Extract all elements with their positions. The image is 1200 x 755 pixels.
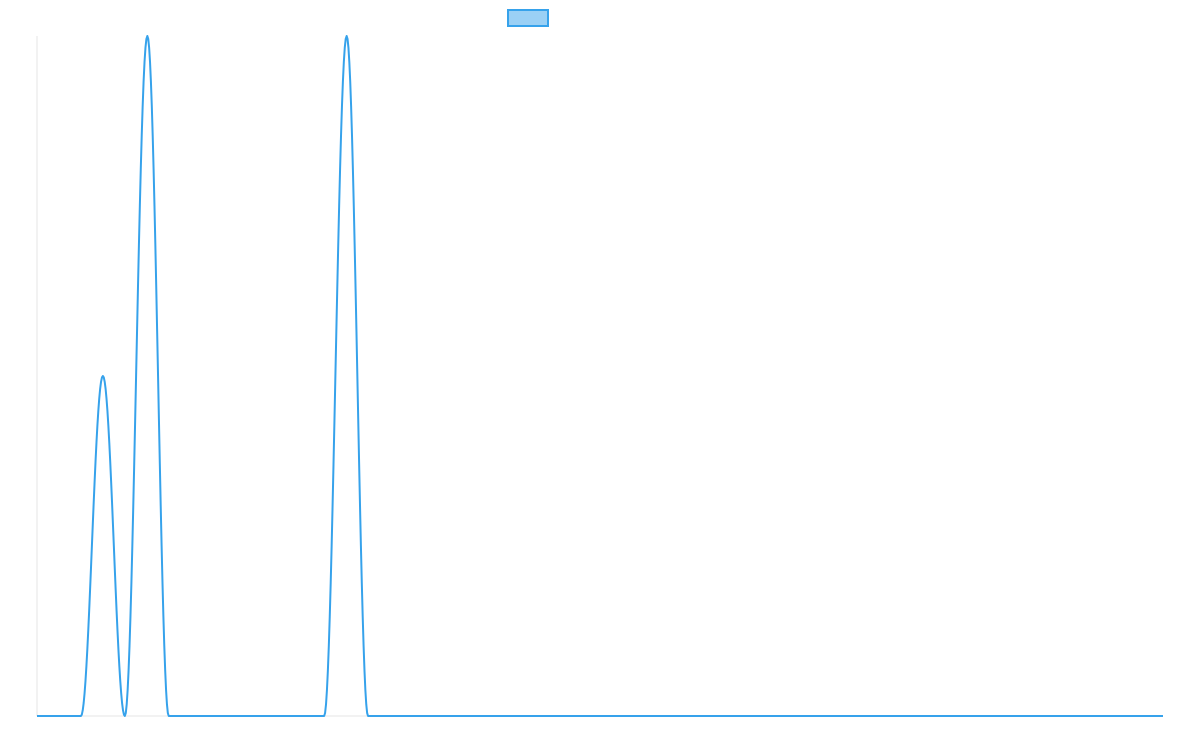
series-line-0 bbox=[37, 35, 1163, 717]
legend-swatch[interactable] bbox=[507, 9, 549, 27]
legend[interactable] bbox=[507, 9, 549, 27]
series-layer bbox=[37, 35, 1163, 717]
axes bbox=[36, 36, 1163, 717]
